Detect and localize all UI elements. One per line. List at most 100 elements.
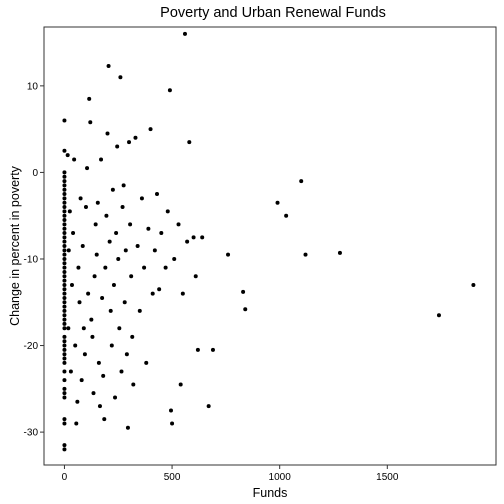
data-point-50	[62, 179, 67, 184]
data-point-124	[146, 226, 151, 231]
data-point-72	[82, 352, 87, 357]
data-point-39	[62, 226, 67, 231]
x-axis-title: Funds	[253, 486, 288, 500]
data-point-84	[95, 200, 100, 205]
data-point-44	[62, 205, 67, 210]
x-tick-label: 1500	[376, 472, 399, 483]
data-point-117	[131, 382, 136, 387]
data-point-80	[91, 391, 96, 396]
data-point-51	[62, 174, 67, 179]
data-point-128	[155, 192, 159, 197]
data-point-130	[159, 231, 164, 236]
y-tick-label: 10	[27, 81, 39, 92]
data-point-62	[72, 157, 77, 162]
data-point-141	[185, 239, 190, 244]
data-point-43	[62, 209, 67, 214]
x-tick-label: 500	[164, 472, 181, 483]
data-point-112	[125, 425, 130, 430]
data-point-77	[88, 120, 93, 125]
data-point-95	[107, 239, 112, 244]
data-point-66	[76, 265, 81, 270]
data-point-113	[127, 140, 132, 145]
data-point-2	[62, 421, 67, 426]
data-point-119	[135, 244, 140, 248]
data-point-134	[168, 408, 173, 413]
data-point-116	[130, 334, 135, 339]
data-point-14	[62, 339, 67, 344]
data-point-88	[100, 295, 105, 300]
data-point-155	[303, 252, 308, 257]
data-point-78	[89, 317, 94, 322]
data-point-99	[111, 282, 116, 287]
data-point-146	[200, 235, 205, 240]
data-point-91	[103, 265, 108, 270]
data-point-132	[165, 209, 170, 214]
data-point-127	[152, 248, 157, 253]
data-point-79	[90, 334, 95, 339]
data-point-55	[65, 153, 70, 158]
plot-frame	[43, 26, 497, 466]
data-point-158	[471, 282, 476, 287]
y-axis-title: Change in percent in poverty	[8, 165, 22, 326]
data-point-108	[121, 183, 126, 188]
data-point-60	[69, 282, 74, 287]
data-point-82	[93, 222, 98, 227]
data-point-144	[193, 274, 198, 279]
data-point-68	[78, 196, 83, 201]
data-point-10	[62, 356, 67, 361]
data-point-22	[62, 300, 67, 305]
data-point-70	[80, 244, 85, 248]
data-point-120	[137, 308, 142, 313]
data-point-101	[114, 231, 119, 236]
data-point-58	[67, 209, 72, 214]
data-point-38	[62, 231, 67, 236]
data-point-26	[62, 282, 67, 287]
data-point-3	[62, 417, 67, 422]
data-point-4	[62, 395, 67, 400]
data-point-100	[113, 395, 118, 400]
data-point-156	[337, 250, 342, 255]
data-point-5	[62, 391, 67, 396]
data-point-17	[62, 321, 67, 326]
data-point-8	[62, 369, 67, 374]
data-point-61	[71, 231, 76, 236]
data-point-7	[62, 378, 67, 383]
data-point-45	[62, 200, 67, 205]
data-point-74	[85, 166, 90, 171]
data-point-67	[77, 300, 82, 305]
data-point-125	[148, 127, 153, 132]
data-point-53	[62, 148, 67, 153]
data-point-20	[62, 308, 67, 313]
data-point-42	[62, 213, 67, 218]
data-point-27	[62, 278, 67, 283]
data-point-85	[96, 360, 101, 365]
data-point-129	[157, 287, 162, 292]
data-point-121	[139, 196, 144, 201]
data-point-150	[241, 289, 246, 294]
data-point-92	[104, 213, 109, 218]
data-point-104	[117, 326, 122, 331]
data-point-69	[79, 378, 84, 383]
y-tick-label: -20	[24, 341, 39, 352]
data-point-102	[115, 144, 120, 149]
x-axis: 0 500 1000 1500	[62, 465, 399, 483]
data-point-49	[62, 183, 67, 188]
data-point-24	[62, 291, 67, 296]
data-point-37	[62, 235, 67, 240]
data-point-63	[73, 343, 78, 348]
data-point-52	[62, 170, 67, 175]
data-point-109	[122, 300, 127, 305]
data-point-48	[62, 187, 67, 192]
data-point-47	[62, 192, 67, 197]
data-point-106	[119, 369, 124, 374]
data-point-98	[110, 187, 115, 192]
data-point-115	[129, 274, 134, 279]
data-point-107	[120, 205, 125, 210]
data-point-86	[97, 404, 102, 409]
data-point-89	[101, 373, 106, 378]
data-point-133	[167, 88, 172, 93]
data-point-148	[210, 347, 215, 352]
data-point-145	[195, 347, 200, 352]
